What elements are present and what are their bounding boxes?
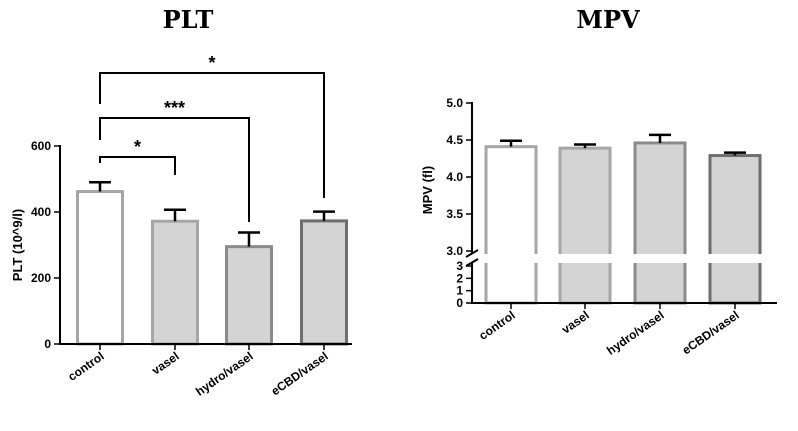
mpv-category-labels: control vasel hydro/vasel eCBD/vasel <box>476 308 741 358</box>
mpv-y-tick-label: 1 <box>456 284 463 298</box>
plt-y-ticks: 0 200 400 600 <box>31 139 60 351</box>
plt-y-tick-label: 400 <box>31 205 51 219</box>
plt-y-tick-label: 600 <box>31 139 51 153</box>
plt-significance-bracket <box>99 72 325 198</box>
mpv-bars <box>484 133 762 305</box>
plt-axes <box>59 145 352 350</box>
plt-significance-label: * <box>134 137 141 157</box>
plt-error-bar <box>164 208 186 222</box>
plt-error-bar <box>89 181 111 192</box>
plt-bar <box>151 219 199 346</box>
plt-category-label: control <box>65 349 106 384</box>
plt-bar <box>76 190 124 346</box>
mpv-bar-lower <box>708 258 762 305</box>
mpv-bar-upper <box>633 141 687 259</box>
plt-significance: ***** <box>99 53 325 222</box>
mpv-error-bar <box>724 151 746 156</box>
plt-y-tick-label: 200 <box>31 271 51 285</box>
plt-significance-label: *** <box>164 98 185 118</box>
mpv-bar-upper <box>708 154 762 259</box>
plt-category-label: eCBD/vasel <box>269 349 331 398</box>
plt-significance-bracket <box>99 117 250 222</box>
mpv-y-tick-label: 5.0 <box>446 96 463 110</box>
mpv-y-tick-label: 0 <box>456 296 463 310</box>
mpv-bar-upper <box>484 145 538 259</box>
mpv-y-tick-label: 4.0 <box>446 170 463 184</box>
plt-error-bar <box>238 231 260 247</box>
plt-y-axis-label: PLT (10^9/l) <box>10 209 25 281</box>
plt-bar <box>225 245 273 346</box>
plt-significance-bracket <box>99 156 176 175</box>
mpv-y-axis-label: MPV (fl) <box>420 166 435 214</box>
mpv-error-bar <box>500 139 522 147</box>
mpv-bar-lower <box>558 258 612 305</box>
mpv-axis-break-mark <box>465 258 479 267</box>
mpv-y-tick-label: 3.0 <box>446 244 463 258</box>
mpv-category-label: eCBD/vasel <box>680 308 742 357</box>
mpv-error-bar <box>649 133 671 143</box>
mpv-category-label: hydro/vasel <box>604 308 667 358</box>
mpv-axes <box>464 102 785 309</box>
mpv-title: MPV <box>576 5 640 34</box>
plt-bars <box>76 181 348 346</box>
mpv-bar-lower <box>484 258 538 305</box>
mpv-category-label: control <box>476 308 517 343</box>
plt-title: PLT <box>163 5 214 34</box>
mpv-y-tick-label: 2 <box>456 271 463 285</box>
mpv-axis-break-mark <box>465 249 479 258</box>
plt-bar <box>300 219 348 346</box>
plt-category-label: hydro/vasel <box>193 349 256 399</box>
mpv-y-tick-label: 4.5 <box>446 133 463 147</box>
mpv-bar-lower <box>633 258 687 305</box>
plt-category-label: vasel <box>149 349 182 378</box>
mpv-y-tick-label: 3.5 <box>446 207 463 221</box>
plt-error-bar <box>313 210 335 221</box>
mpv-error-bar <box>574 143 596 149</box>
plt-significance-label: * <box>208 53 215 73</box>
mpv-axis-break-gap <box>464 254 785 263</box>
mpv-bar-upper <box>558 146 612 259</box>
mpv-category-label: vasel <box>559 308 592 337</box>
plt-category-labels: control vasel hydro/vasel eCBD/vasel <box>65 349 330 399</box>
mpv-y-tick-label: 3 <box>456 259 463 273</box>
plt-y-tick-label: 0 <box>44 337 51 351</box>
